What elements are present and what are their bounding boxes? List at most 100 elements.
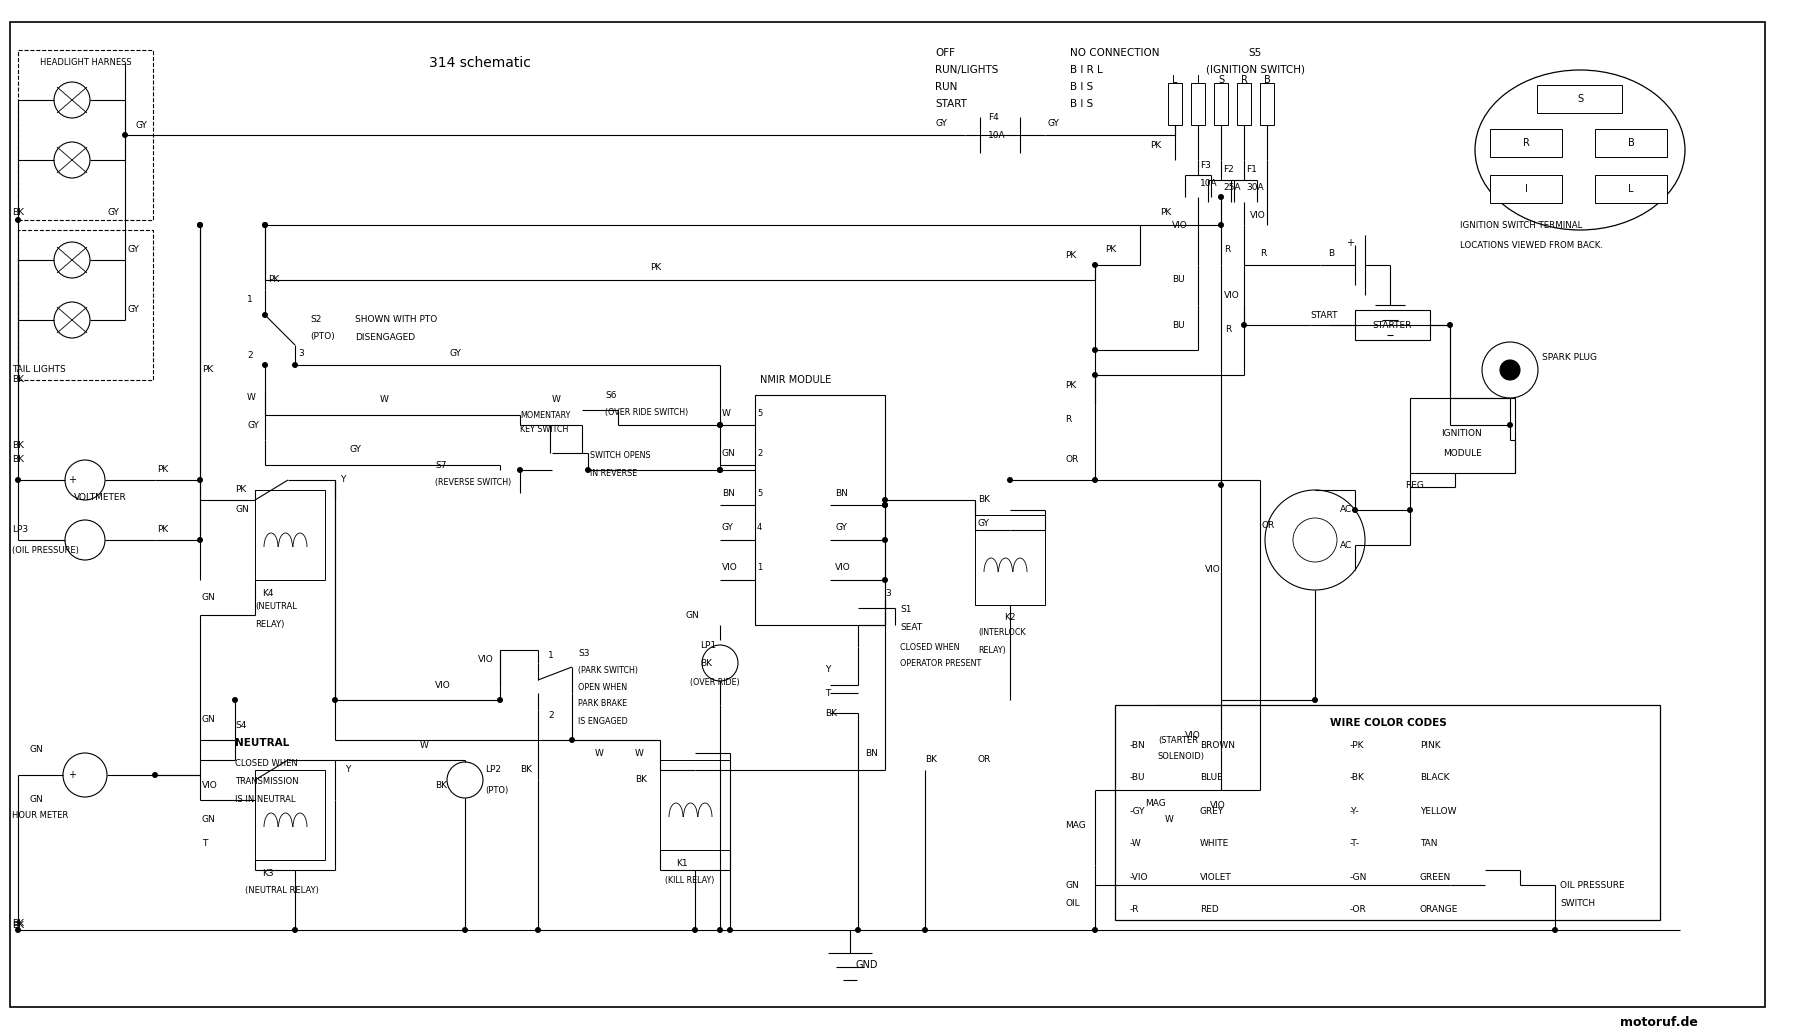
Text: VIO: VIO bbox=[1184, 731, 1201, 739]
Text: S1: S1 bbox=[900, 605, 911, 615]
Text: OR: OR bbox=[1066, 455, 1078, 465]
Text: MAG: MAG bbox=[1066, 821, 1085, 829]
Bar bbox=[1168, 83, 1183, 125]
Text: (KILL RELAY): (KILL RELAY) bbox=[664, 876, 715, 885]
Text: RUN: RUN bbox=[934, 82, 958, 92]
Circle shape bbox=[14, 217, 22, 223]
Text: R: R bbox=[1226, 325, 1231, 334]
Text: OIL: OIL bbox=[1066, 898, 1080, 908]
Text: GY: GY bbox=[128, 305, 139, 315]
Circle shape bbox=[122, 132, 128, 138]
Text: +: + bbox=[68, 770, 76, 780]
Bar bbox=[1355, 310, 1429, 341]
Text: S6: S6 bbox=[605, 390, 616, 400]
Text: (NEUTRAL: (NEUTRAL bbox=[256, 602, 297, 612]
Circle shape bbox=[14, 477, 22, 483]
Circle shape bbox=[196, 537, 203, 543]
Text: VIOLET: VIOLET bbox=[1201, 873, 1231, 882]
Text: IGNITION: IGNITION bbox=[1442, 428, 1483, 438]
Text: PK: PK bbox=[1066, 250, 1076, 260]
Text: (OVER RIDE): (OVER RIDE) bbox=[689, 679, 740, 687]
Text: 1: 1 bbox=[758, 563, 761, 572]
Circle shape bbox=[1499, 360, 1519, 380]
Circle shape bbox=[517, 467, 524, 473]
Text: VIO: VIO bbox=[1249, 210, 1265, 219]
Text: GY: GY bbox=[835, 523, 846, 532]
Text: BK: BK bbox=[13, 918, 23, 927]
Text: 4: 4 bbox=[758, 524, 761, 532]
Text: AC: AC bbox=[1339, 540, 1352, 550]
Text: GN: GN bbox=[31, 796, 43, 804]
Text: OPEN WHEN: OPEN WHEN bbox=[578, 682, 626, 691]
Text: B I R L: B I R L bbox=[1069, 65, 1103, 75]
Text: BN: BN bbox=[722, 489, 734, 498]
Text: VIO: VIO bbox=[835, 562, 851, 571]
Text: (STARTER: (STARTER bbox=[1157, 736, 1199, 744]
Text: PK: PK bbox=[157, 466, 167, 474]
Text: R: R bbox=[1523, 138, 1530, 148]
Text: OPERATOR PRESENT: OPERATOR PRESENT bbox=[900, 658, 981, 668]
Circle shape bbox=[569, 737, 574, 743]
Circle shape bbox=[331, 697, 338, 703]
Circle shape bbox=[1093, 927, 1098, 933]
Text: IGNITION SWITCH TERMINAL: IGNITION SWITCH TERMINAL bbox=[1460, 220, 1582, 230]
Text: BLUE: BLUE bbox=[1201, 773, 1222, 782]
Text: 25A: 25A bbox=[1222, 183, 1240, 193]
Text: SWITCH: SWITCH bbox=[1561, 898, 1595, 908]
Text: PK: PK bbox=[202, 365, 212, 375]
Text: HOUR METER: HOUR METER bbox=[13, 810, 68, 820]
Text: GN: GN bbox=[202, 715, 216, 724]
Text: MAG: MAG bbox=[1145, 798, 1166, 807]
Circle shape bbox=[716, 422, 724, 428]
Text: PK: PK bbox=[268, 275, 279, 285]
Text: Y: Y bbox=[824, 666, 830, 675]
Text: L: L bbox=[1172, 75, 1177, 85]
Text: AC: AC bbox=[1339, 505, 1352, 514]
Text: K3: K3 bbox=[263, 868, 274, 878]
Text: GN: GN bbox=[722, 448, 736, 457]
Text: TAIL LIGHTS: TAIL LIGHTS bbox=[13, 365, 67, 375]
Text: (NEUTRAL RELAY): (NEUTRAL RELAY) bbox=[245, 886, 319, 894]
Text: F4: F4 bbox=[988, 113, 999, 121]
Text: GREY: GREY bbox=[1201, 806, 1224, 816]
Bar bbox=[1409, 398, 1516, 473]
Text: W: W bbox=[247, 392, 256, 402]
Text: PARK BRAKE: PARK BRAKE bbox=[578, 700, 626, 709]
Text: PK: PK bbox=[157, 526, 167, 534]
Text: (REVERSE SWITCH): (REVERSE SWITCH) bbox=[436, 478, 511, 487]
Text: B: B bbox=[1264, 75, 1271, 85]
Text: W: W bbox=[380, 395, 389, 405]
Text: (PARK SWITCH): (PARK SWITCH) bbox=[578, 666, 637, 675]
Text: REG: REG bbox=[1406, 480, 1424, 490]
Text: VIO: VIO bbox=[1210, 800, 1226, 809]
Bar bbox=[1490, 129, 1562, 157]
Text: GN: GN bbox=[686, 611, 698, 620]
Circle shape bbox=[716, 467, 724, 473]
Circle shape bbox=[716, 422, 724, 428]
Text: IS IN NEUTRAL: IS IN NEUTRAL bbox=[236, 795, 295, 803]
Circle shape bbox=[1552, 927, 1559, 933]
Bar bbox=[1260, 83, 1274, 125]
Text: -GY: -GY bbox=[1130, 806, 1145, 816]
Circle shape bbox=[232, 697, 238, 703]
Text: GN: GN bbox=[1066, 881, 1078, 889]
Circle shape bbox=[196, 221, 203, 228]
Text: NMIR MODULE: NMIR MODULE bbox=[760, 375, 832, 385]
Bar bbox=[1156, 705, 1260, 790]
Bar bbox=[661, 760, 731, 850]
Text: BLACK: BLACK bbox=[1420, 773, 1449, 782]
Text: MODULE: MODULE bbox=[1442, 448, 1481, 457]
Text: PK: PK bbox=[236, 485, 247, 495]
Text: 2: 2 bbox=[547, 710, 554, 719]
Text: S4: S4 bbox=[236, 720, 247, 730]
Text: VIO: VIO bbox=[1172, 220, 1188, 230]
Text: BK: BK bbox=[520, 766, 533, 774]
Bar bbox=[976, 515, 1046, 605]
Text: LOCATIONS VIEWED FROM BACK.: LOCATIONS VIEWED FROM BACK. bbox=[1460, 240, 1604, 249]
Circle shape bbox=[1312, 697, 1318, 703]
Text: VIO: VIO bbox=[436, 680, 450, 689]
Text: 5: 5 bbox=[758, 489, 761, 498]
Text: GN: GN bbox=[202, 592, 216, 601]
Circle shape bbox=[882, 576, 887, 583]
Bar bbox=[256, 490, 326, 580]
